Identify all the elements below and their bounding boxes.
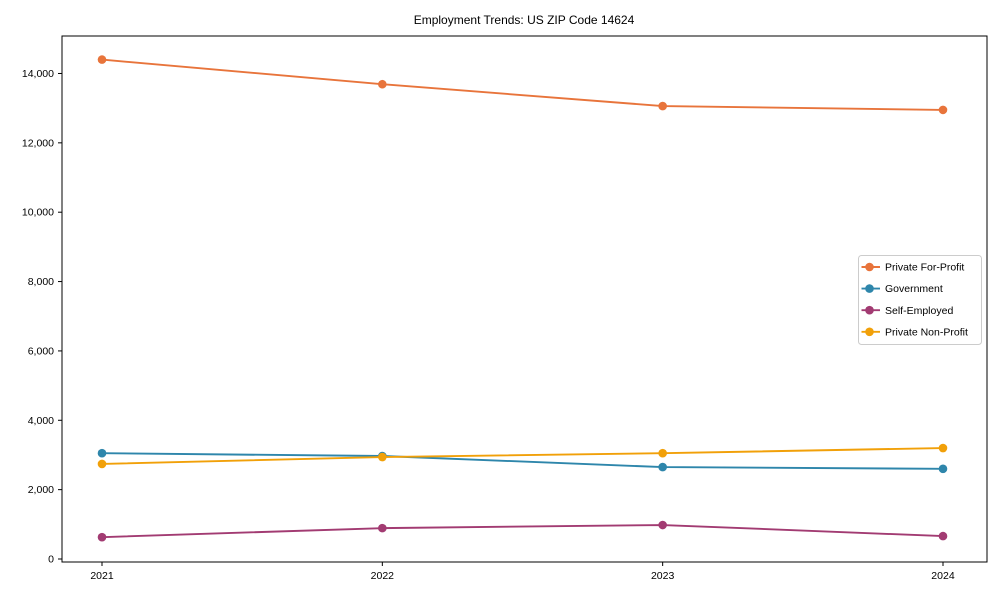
legend-marker — [865, 262, 874, 272]
legend: Private For-Profit Government Self-Employe… — [858, 255, 982, 345]
x-tick-label: 2022 — [371, 570, 395, 582]
y-tick-label: 2,000 — [28, 484, 54, 496]
y-tick-label: 0 — [48, 554, 54, 566]
y-tick-label: 6,000 — [28, 345, 54, 357]
legend-marker — [865, 284, 874, 293]
legend-label: Private Non-Profit — [885, 326, 968, 338]
data-point-government — [658, 462, 667, 472]
data-point-private-for-profit — [97, 55, 107, 64]
legend-item-self-employed: Self-Employed — [861, 305, 953, 317]
legend-item-government: Government — [861, 283, 943, 295]
data-point-private-for-profit — [938, 105, 948, 115]
legend-label: Government — [885, 283, 943, 295]
plot-border — [61, 35, 988, 563]
data-point-private-non-profit — [938, 443, 948, 453]
data-point-private-non-profit — [97, 459, 107, 469]
data-point-self-employed — [378, 523, 387, 533]
legend-item-private-non-profit: Private Non-Profit — [861, 326, 968, 338]
y-tick-label: 10,000 — [22, 207, 54, 219]
legend-box — [858, 255, 982, 345]
data-point-government — [97, 448, 107, 458]
data-point-self-employed — [97, 532, 107, 542]
legend-label: Private For-Profit — [885, 262, 964, 274]
legend-label: Self-Employed — [885, 305, 953, 317]
legend-marker — [865, 305, 874, 315]
series-line-private-non-profit — [101, 447, 944, 465]
series-layer — [97, 55, 948, 542]
data-point-private-for-profit — [658, 101, 667, 111]
x-tick-label: 2021 — [90, 570, 114, 582]
data-point-private-non-profit — [658, 448, 667, 458]
series-line-self-employed — [101, 524, 944, 539]
chart-title: Employment Trends: US ZIP Code 14624 — [414, 13, 635, 27]
y-tick-label: 14,000 — [22, 68, 54, 80]
series-line-private-for-profit — [101, 58, 944, 111]
data-point-private-non-profit — [378, 452, 387, 462]
x-tick-label: 2024 — [931, 570, 955, 582]
data-point-government — [938, 464, 948, 474]
y-tick-label: 4,000 — [28, 415, 54, 427]
data-point-private-for-profit — [378, 79, 387, 89]
y-tick-label: 8,000 — [28, 276, 54, 288]
legend-marker — [865, 327, 874, 337]
series-line-government — [101, 452, 943, 470]
data-point-self-employed — [658, 520, 667, 530]
y-tick-label: 12,000 — [22, 137, 54, 149]
legend-item-private-for-profit: Private For-Profit — [861, 262, 964, 274]
data-point-self-employed — [938, 531, 948, 541]
x-tick-label: 2023 — [651, 570, 675, 582]
axes-layer: 0 2,000 4,000 6,000 8,000 10,000 12,000 14,000 2… — [22, 35, 988, 582]
